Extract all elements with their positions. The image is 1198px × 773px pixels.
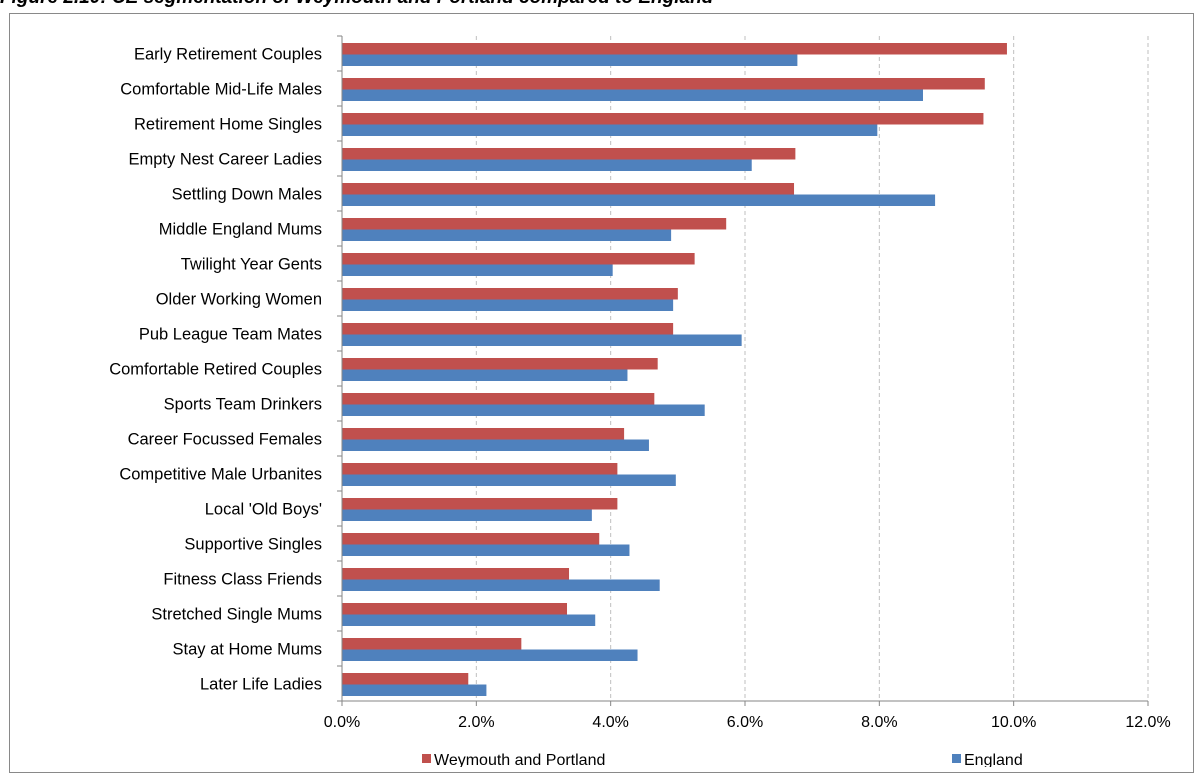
bar-weymouth-13 xyxy=(342,498,618,510)
bar-weymouth-12 xyxy=(342,463,618,475)
bar-england-15 xyxy=(342,579,660,591)
figure-title: Figure 2.10: CE segmentation of Weymouth… xyxy=(0,0,713,9)
bar-england-10 xyxy=(342,404,705,416)
category-label: Later Life Ladies xyxy=(200,676,322,694)
legend: Weymouth and Portland England xyxy=(422,752,1023,767)
bar-weymouth-9 xyxy=(342,358,658,370)
bar-england-2 xyxy=(342,124,878,136)
bar-england-14 xyxy=(342,544,630,556)
category-label: Retirement Home Singles xyxy=(134,116,322,134)
bar-weymouth-8 xyxy=(342,323,674,335)
bar-weymouth-11 xyxy=(342,428,625,440)
bar-weymouth-6 xyxy=(342,253,695,265)
category-label: Empty Nest Career Ladies xyxy=(129,151,323,169)
bar-weymouth-1 xyxy=(342,78,985,90)
bar-weymouth-3 xyxy=(342,148,796,160)
category-label: Sports Team Drinkers xyxy=(164,396,322,414)
x-tick-labels: 0.0% 2.0% 4.0% 6.0% 8.0% 10.0% 12.0% xyxy=(324,714,1171,731)
x-tick-label: 2.0% xyxy=(458,714,494,731)
category-label: Pub League Team Mates xyxy=(139,326,322,344)
bar-weymouth-14 xyxy=(342,533,600,545)
bar-england-18 xyxy=(342,684,487,696)
axes xyxy=(337,35,1149,706)
bar-england-6 xyxy=(342,264,613,276)
bar-england-17 xyxy=(342,649,638,661)
bar-weymouth-7 xyxy=(342,288,678,300)
bar-england-13 xyxy=(342,509,592,521)
bar-england-8 xyxy=(342,334,742,346)
legend-swatch-england xyxy=(952,754,961,763)
x-tick-label: 0.0% xyxy=(324,714,360,731)
bar-england-16 xyxy=(342,614,596,626)
category-label: Stretched Single Mums xyxy=(151,606,322,624)
bar-weymouth-17 xyxy=(342,638,522,650)
category-label: Career Focussed Females xyxy=(128,431,322,449)
bar-weymouth-4 xyxy=(342,183,795,195)
bar-england-7 xyxy=(342,299,674,311)
bar-england-5 xyxy=(342,229,672,241)
bar-england-0 xyxy=(342,54,798,66)
category-label: Stay at Home Mums xyxy=(173,641,322,659)
bar-england-11 xyxy=(342,439,649,451)
category-label: Competitive Male Urbanites xyxy=(119,466,322,484)
category-label: Fitness Class Friends xyxy=(163,571,322,589)
bar-england-9 xyxy=(342,369,628,381)
bar-weymouth-10 xyxy=(342,393,655,405)
category-label: Twilight Year Gents xyxy=(181,256,322,274)
category-label: Local 'Old Boys' xyxy=(205,501,322,519)
bar-england-3 xyxy=(342,159,752,171)
bar-weymouth-5 xyxy=(342,218,727,230)
legend-swatch-weymouth xyxy=(422,754,431,763)
category-label: Comfortable Retired Couples xyxy=(109,361,322,379)
bar-england-4 xyxy=(342,194,936,206)
category-label: Supportive Singles xyxy=(184,536,322,554)
bar-weymouth-2 xyxy=(342,113,984,125)
category-label: Early Retirement Couples xyxy=(134,46,322,64)
bar-weymouth-18 xyxy=(342,673,469,685)
x-tick-label: 10.0% xyxy=(991,714,1036,731)
category-label: Older Working Women xyxy=(156,291,322,309)
x-tick-label: 4.0% xyxy=(592,714,628,731)
bar-weymouth-0 xyxy=(342,43,1007,55)
category-label: Middle England Mums xyxy=(159,221,322,239)
bar-weymouth-16 xyxy=(342,603,568,615)
category-label: Comfortable Mid-Life Males xyxy=(120,81,322,99)
bars xyxy=(342,43,1007,696)
bar-england-12 xyxy=(342,474,676,486)
legend-label-england: England xyxy=(964,752,1023,767)
category-labels: Early Retirement Couples Comfortable Mid-… xyxy=(109,46,322,694)
x-tick-label: 12.0% xyxy=(1125,714,1170,731)
x-tick-label: 8.0% xyxy=(861,714,897,731)
bar-england-1 xyxy=(342,89,923,101)
category-label: Settling Down Males xyxy=(172,186,322,204)
legend-label-weymouth: Weymouth and Portland xyxy=(434,752,605,767)
bar-weymouth-15 xyxy=(342,568,570,580)
x-tick-label: 6.0% xyxy=(727,714,763,731)
